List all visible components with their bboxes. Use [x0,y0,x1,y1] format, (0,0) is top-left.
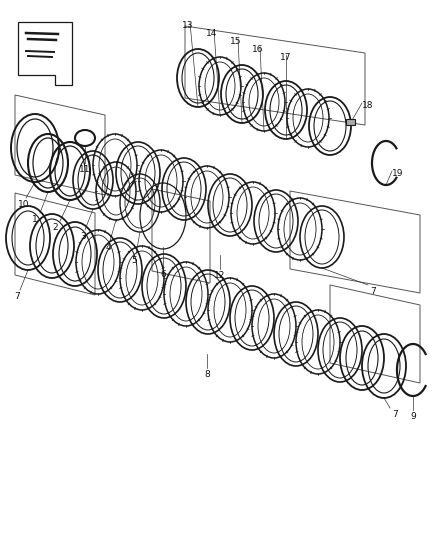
Text: 9: 9 [410,412,416,421]
Text: 4: 4 [105,243,111,252]
Text: 7: 7 [392,410,398,419]
Text: 19: 19 [392,169,403,178]
Text: 12: 12 [214,271,226,280]
Text: 6: 6 [160,270,166,279]
Text: 18: 18 [362,101,374,110]
Text: 1: 1 [32,215,38,224]
Bar [346,119,355,125]
Text: 7: 7 [14,292,20,301]
Text: 8: 8 [204,370,210,379]
Text: 17: 17 [280,53,292,62]
Text: 3: 3 [80,232,86,241]
Text: 5: 5 [131,256,137,265]
Text: 14: 14 [206,29,218,38]
Text: 15: 15 [230,37,242,46]
Text: 16: 16 [252,45,264,54]
Text: 7: 7 [370,287,376,296]
Text: 10: 10 [18,200,30,209]
Text: 11: 11 [79,165,91,174]
Text: 2: 2 [53,223,58,232]
Text: 13: 13 [182,21,194,30]
